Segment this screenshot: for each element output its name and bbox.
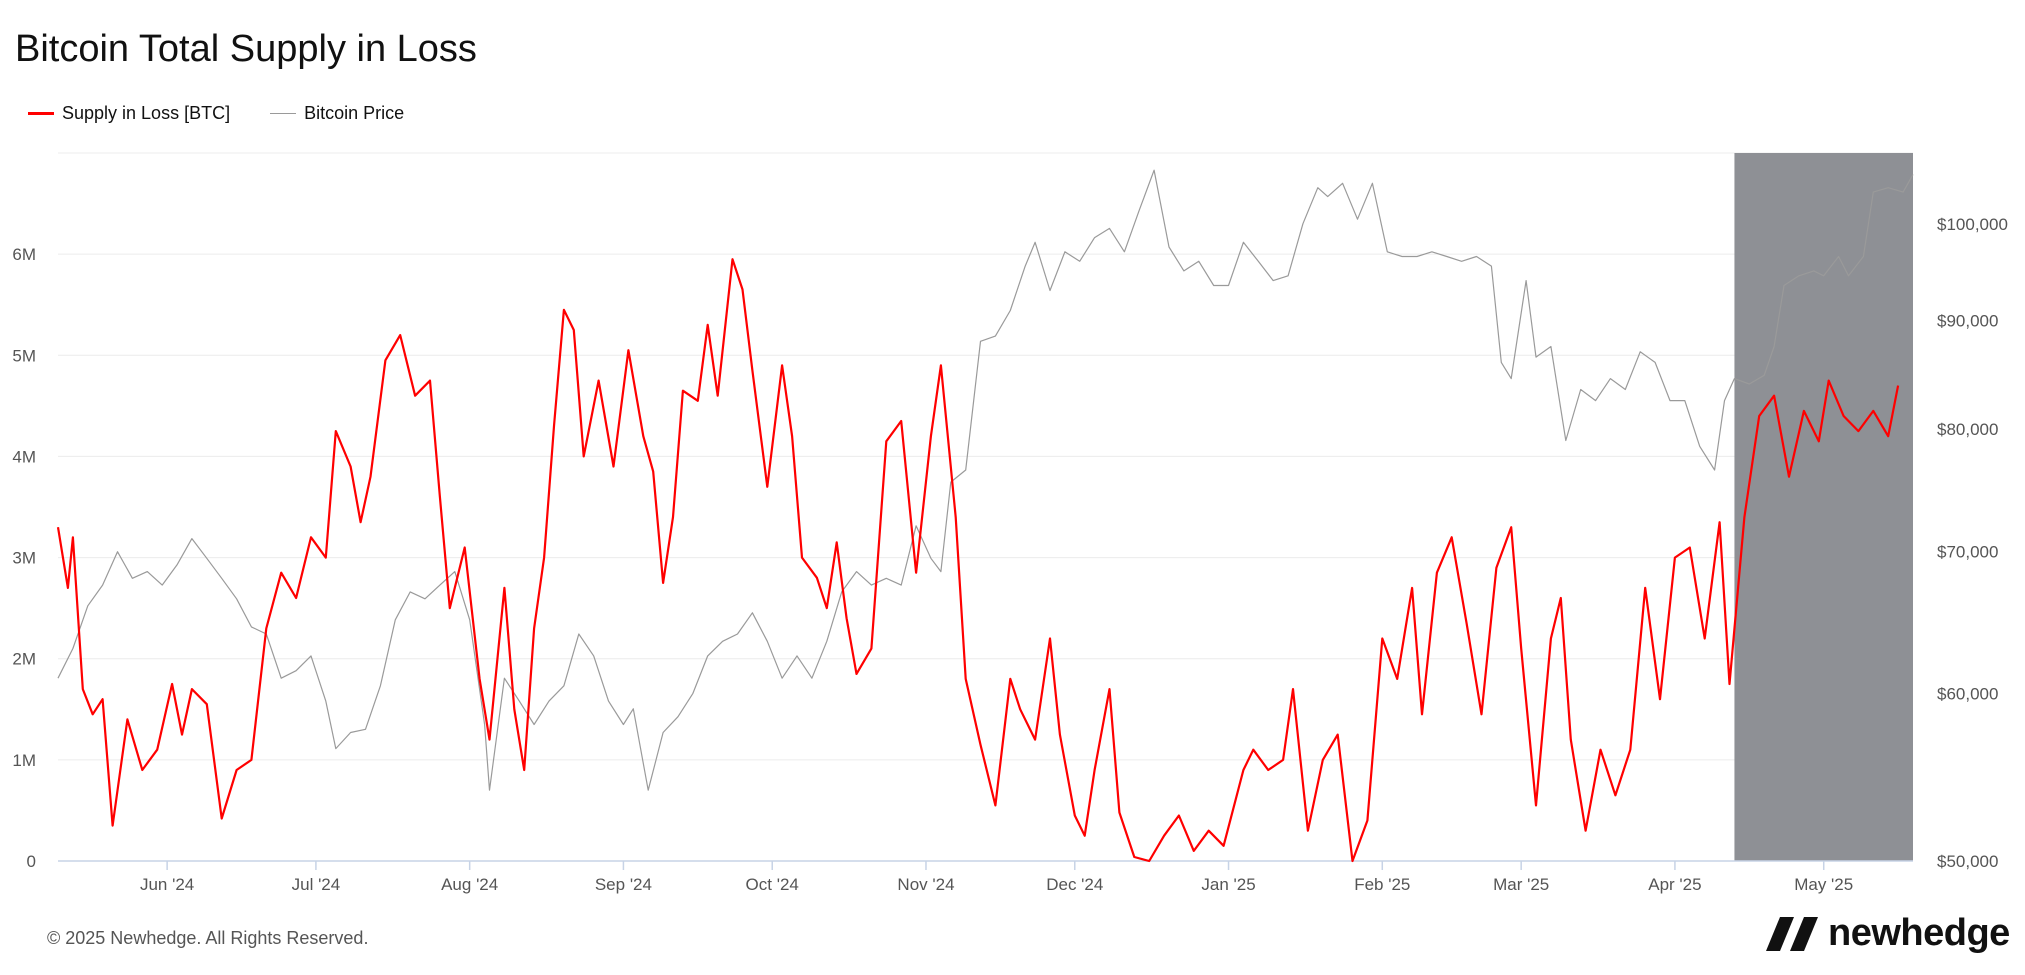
x-tick-label-2: Aug '24 (441, 875, 498, 894)
x-tick-label-6: Dec '24 (1046, 875, 1103, 894)
newhedge-mark-icon (1766, 916, 1818, 951)
y-right-tick-label-1: $60,000 (1937, 684, 1998, 703)
series-line-bitcoin-price (57, 169, 1914, 791)
y-left-tick-label-3: 3M (12, 549, 36, 568)
y-left-tick-label-1: 1M (12, 751, 36, 770)
y-left-tick-label-0: 0 (27, 852, 36, 871)
y-left-tick-label-5: 5M (12, 346, 36, 365)
chart-title: Bitcoin Total Supply in Loss (15, 28, 477, 70)
y-right-tick-label-0: $50,000 (1937, 852, 1998, 871)
brand-name: newhedge (1828, 912, 2010, 954)
x-tick-label-5: Nov '24 (897, 875, 954, 894)
newhedge-logo[interactable]: newhedge (1766, 912, 2010, 955)
x-tick-label-11: May '25 (1794, 875, 1853, 894)
legend-label-supply-in-loss: Supply in Loss [BTC] (62, 103, 231, 123)
x-tick-label-9: Mar '25 (1493, 875, 1549, 894)
x-tick-label-7: Jan '25 (1201, 875, 1255, 894)
y-right-tick-label-2: $70,000 (1937, 543, 1998, 562)
copyright-notice: © 2025 Newhedge. All Rights Reserved. (47, 928, 369, 948)
series-line-supply-in-loss (56, 258, 1900, 863)
y-right-tick-label-3: $80,000 (1937, 420, 1998, 439)
x-tick-label-1: Jul '24 (292, 875, 341, 894)
legend-swatch-red (28, 112, 54, 115)
legend-item-supply-in-loss[interactable]: Supply in Loss [BTC] (28, 103, 230, 124)
y-right-tick-label-5: $100,000 (1937, 215, 2008, 234)
y-left-tick-label-2: 2M (12, 650, 36, 669)
shaded-region (1734, 153, 1913, 861)
y-right-tick-label-4: $90,000 (1937, 312, 1998, 331)
x-tick-label-0: Jun '24 (140, 875, 194, 894)
y-left-tick-label-6: 6M (12, 245, 36, 264)
y-left-tick-label-4: 4M (12, 447, 36, 466)
x-tick-label-4: Oct '24 (746, 875, 799, 894)
x-tick-label-3: Sep '24 (595, 875, 652, 894)
legend-swatch-gray (270, 113, 297, 114)
x-tick-label-8: Feb '25 (1354, 875, 1410, 894)
x-tick-label-10: Apr '25 (1648, 875, 1701, 894)
legend-label-bitcoin-price: Bitcoin Price (304, 103, 405, 123)
legend-item-bitcoin-price[interactable]: Bitcoin Price (270, 103, 404, 124)
chart-legend: Supply in Loss [BTC] Bitcoin Price (28, 103, 444, 124)
